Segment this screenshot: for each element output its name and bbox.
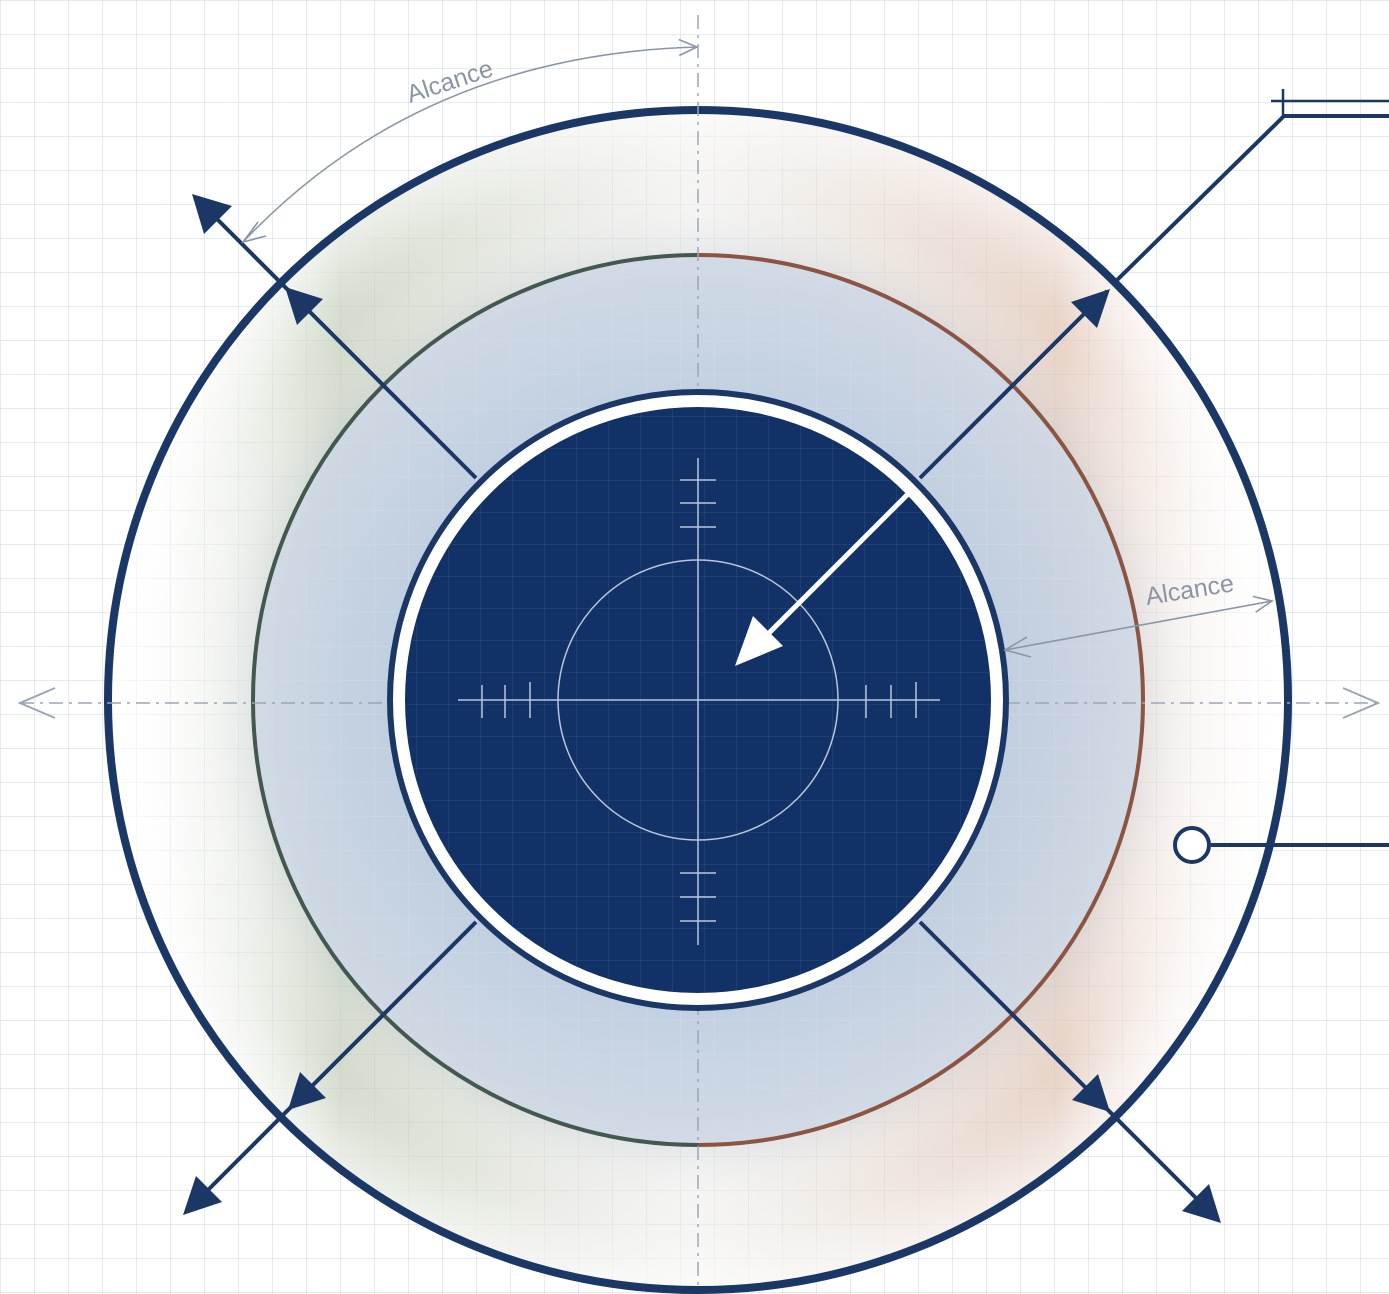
arrowhead-ur-icon [1071, 289, 1110, 328]
top-right-callout [1110, 89, 1389, 287]
arrowhead-lr-outer-icon [1182, 1184, 1221, 1223]
right-span-dimension [1004, 595, 1274, 651]
arrowheads [183, 194, 1221, 1223]
arrowhead-lr-inner-icon [1072, 1074, 1110, 1112]
left-axis-arrow-icon [17, 687, 56, 719]
arrowhead-ul-inner-icon [285, 287, 323, 325]
top-arc-start-arrow-icon [240, 221, 267, 244]
middle-ring-left [251, 253, 699, 1147]
arrowhead-ll-outer-icon [183, 1176, 222, 1215]
callout-pin-icon [1173, 826, 1211, 864]
top-arc-dimension [242, 38, 699, 243]
right-span-start-arrow-icon [1002, 636, 1032, 658]
middle-ring-right [697, 253, 1145, 1147]
diagonal-arrows [203, 215, 1201, 1203]
arrowhead-ul-outer-icon [192, 194, 232, 234]
center-pointer-arrowhead-icon [735, 616, 783, 666]
right-callout-pin [1173, 826, 1389, 864]
reticle [458, 458, 940, 945]
center-pointer-line [758, 485, 917, 644]
right-axis-arrow-icon [1342, 687, 1381, 719]
arrowhead-ll-inner-icon [288, 1072, 326, 1110]
